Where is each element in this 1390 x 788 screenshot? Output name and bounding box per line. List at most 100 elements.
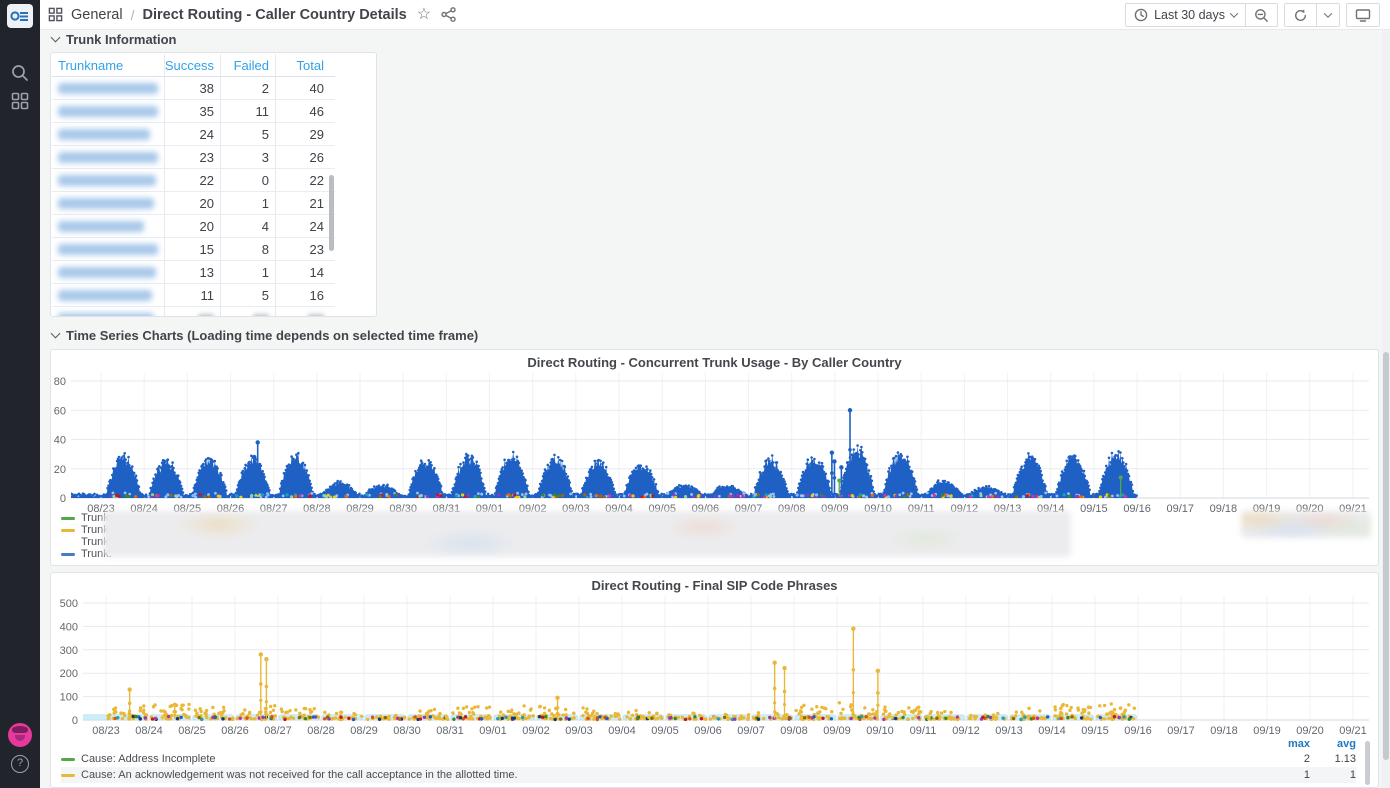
dashboards-icon[interactable] [10, 91, 30, 111]
row-header-time-series[interactable]: Time Series Charts (Loading time depends… [50, 328, 478, 343]
avatar-decoration [15, 735, 25, 741]
cell-failed: 1 [220, 261, 275, 283]
cell-success: 23 [164, 146, 220, 168]
time-range-picker[interactable]: Last 30 days [1126, 4, 1245, 26]
column-header-failed[interactable]: Failed [220, 54, 275, 76]
legend-avg-value: 1.13 [1334, 753, 1356, 765]
collapse-chevron-icon [50, 32, 61, 43]
org-logo-icon [10, 11, 28, 21]
chevron-down-icon [1229, 9, 1239, 18]
table-row-clipped [52, 307, 335, 316]
trunkname-redacted[interactable] [52, 123, 164, 145]
star-icon[interactable]: ☆ [416, 5, 432, 23]
legend-header-max[interactable]: max [1287, 738, 1310, 750]
legend-item[interactable]: Cause: An acknowledgement was not receiv… [61, 767, 1356, 783]
table-scrollbar-thumb[interactable] [329, 175, 334, 251]
column-header-trunkname[interactable]: Trunkname [58, 57, 124, 73]
refresh-button[interactable] [1285, 4, 1316, 26]
cell-success: 22 [164, 169, 220, 191]
svg-text:0: 0 [60, 493, 66, 505]
trunkname-redacted[interactable] [52, 77, 164, 99]
trunkname-redacted[interactable] [52, 100, 164, 122]
cell-success: 15 [164, 238, 220, 260]
monitor-icon [1355, 8, 1371, 22]
dashboard-title[interactable]: Direct Routing - Caller Country Details [142, 6, 407, 23]
legend-header-avg[interactable]: avg [1337, 738, 1356, 750]
svg-text:20: 20 [54, 464, 66, 476]
chart2-legend: max avg Cause: Address Incomplete 2 1.13 Caus… [61, 738, 1356, 783]
cell-failed: 3 [220, 146, 275, 168]
refresh-interval-dropdown[interactable] [1316, 4, 1339, 26]
svg-text:09/12: 09/12 [952, 725, 980, 737]
table-row: 20 1 21 [52, 192, 335, 215]
column-header-total[interactable]: Total [275, 54, 330, 76]
table-row: 23 3 26 [52, 146, 335, 169]
collapse-chevron-icon [50, 328, 61, 339]
trunkname-redacted[interactable] [52, 215, 164, 237]
panel-title[interactable]: Direct Routing - Concurrent Trunk Usage … [527, 355, 902, 370]
svg-text:09/15: 09/15 [1081, 725, 1109, 737]
cell-success: 11 [164, 284, 220, 306]
svg-text:09/08: 09/08 [780, 725, 808, 737]
svg-text:500: 500 [60, 598, 78, 610]
user-avatar[interactable] [8, 723, 32, 747]
table-row: 11 5 16 [52, 284, 335, 307]
svg-text:09/20: 09/20 [1296, 725, 1324, 737]
svg-text:09/21: 09/21 [1339, 725, 1367, 737]
cell-failed: 5 [220, 123, 275, 145]
cell-total: 23 [275, 238, 330, 260]
cell-failed: 1 [220, 192, 275, 214]
help-icon[interactable]: ? [11, 755, 29, 773]
trunkname-redacted[interactable] [52, 192, 164, 214]
legend-label[interactable]: Cause: Address Incomplete [81, 753, 216, 765]
zoom-out-button[interactable] [1245, 4, 1277, 26]
cell-clipped [275, 307, 330, 316]
trunkname-redacted[interactable] [52, 261, 164, 283]
cycle-view-mode-button[interactable] [1347, 4, 1379, 26]
legend-label[interactable]: Cause: An acknowledgement was not receiv… [81, 769, 518, 781]
share-icon[interactable] [441, 7, 456, 22]
trunkname-redacted[interactable] [52, 284, 164, 306]
page-scrollbar-thumb[interactable] [1383, 352, 1389, 760]
panel-title[interactable]: Direct Routing - Final SIP Code Phrases [591, 578, 838, 593]
avatar-decoration [12, 726, 28, 733]
column-header-success[interactable]: Success [164, 54, 220, 76]
cell-total: 29 [275, 123, 330, 145]
cell-failed: 2 [220, 77, 275, 99]
cell-success: 20 [164, 192, 220, 214]
trunkname-redacted[interactable] [52, 307, 164, 316]
cell-total: 14 [275, 261, 330, 283]
table-row: 13 1 14 [52, 261, 335, 284]
cell-success: 24 [164, 123, 220, 145]
sip-code-chart[interactable]: 0 100 200 300 400 500 08/23 08/24 08/25 08/26 08/2… [51, 593, 1378, 757]
svg-text:09/05: 09/05 [651, 725, 679, 737]
svg-text:09/19: 09/19 [1253, 725, 1281, 737]
row-header-trunk-information[interactable]: Trunk Information [50, 32, 177, 47]
final-sip-code-phrases-panel: Direct Routing - Final SIP Code Phrases … [50, 572, 1379, 788]
redacted-legend-values [1241, 511, 1371, 538]
time-range-label: Last 30 days [1154, 8, 1225, 22]
redacted-legend-values [103, 511, 1071, 557]
legend-item[interactable]: Cause: Address Incomplete 2 1.13 [61, 751, 1356, 767]
legend-scrollbar-thumb[interactable] [1365, 741, 1370, 785]
cell-success: 38 [164, 77, 220, 99]
svg-text:08/27: 08/27 [264, 725, 292, 737]
svg-text:100: 100 [60, 692, 78, 704]
svg-text:09/18: 09/18 [1210, 725, 1238, 737]
legend-max-value: 1 [1303, 769, 1310, 781]
search-icon[interactable] [10, 63, 30, 83]
org-logo[interactable] [7, 4, 33, 28]
svg-text:08/31: 08/31 [436, 725, 464, 737]
sidebar: ? [0, 0, 40, 788]
trunkname-redacted[interactable] [52, 146, 164, 168]
trunkname-redacted[interactable] [52, 169, 164, 191]
breadcrumb-separator: / [130, 6, 135, 23]
trunkname-redacted[interactable] [52, 238, 164, 260]
breadcrumb-folder[interactable]: General [71, 6, 123, 23]
legend-avg-value: 1 [1349, 769, 1356, 781]
svg-text:08/25: 08/25 [178, 725, 206, 737]
top-nav: General / Direct Routing - Caller Countr… [40, 0, 1390, 30]
svg-text:09/01: 09/01 [479, 725, 507, 737]
cell-total: 16 [275, 284, 330, 306]
